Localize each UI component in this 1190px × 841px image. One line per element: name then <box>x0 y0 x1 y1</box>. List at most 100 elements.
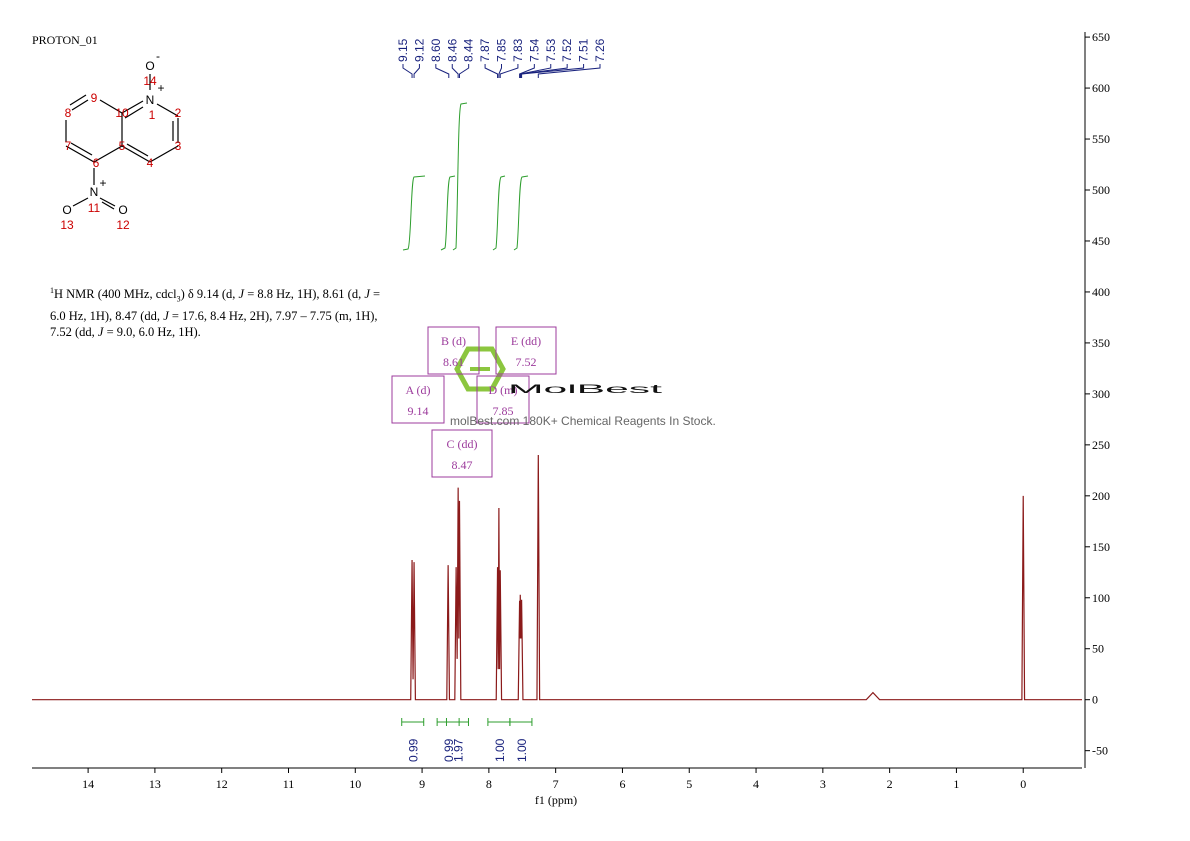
x-tick-label: 13 <box>149 777 161 791</box>
watermark-logo <box>454 346 506 392</box>
x-tick-label: 1 <box>953 777 959 791</box>
peak-leader <box>435 64 450 78</box>
peak-label: 7.53 <box>544 38 558 62</box>
atom-label: 12 <box>116 218 130 232</box>
peak-label: 7.51 <box>577 38 591 62</box>
atom-label: 13 <box>60 218 74 232</box>
nmr-description: 1H NMR (400 MHz, cdcl3) δ 9.14 (d, J = 8… <box>50 283 395 340</box>
description-part: = 6.0 Hz, 1H), 8.47 (dd, <box>50 287 381 323</box>
x-tick-label: 10 <box>349 777 361 791</box>
integral-label: 1.97 <box>451 738 465 762</box>
y-tick-label: -50 <box>1092 744 1108 758</box>
peak-label: 7.83 <box>511 38 525 62</box>
y-tick-label: 100 <box>1092 591 1110 605</box>
peak-leader <box>484 64 499 78</box>
atom-label: 14 <box>143 74 157 88</box>
multiplet-box <box>495 326 557 375</box>
atom-label: O <box>145 59 154 73</box>
y-tick-label: 600 <box>1092 81 1110 95</box>
peak-label: 7.85 <box>495 38 509 62</box>
peak-leader <box>519 64 552 78</box>
peak-label: 7.87 <box>478 38 492 62</box>
peak-label: 7.54 <box>527 38 541 62</box>
description-part: 3 <box>176 294 181 304</box>
peak-leader <box>402 64 413 78</box>
atom-label: O <box>62 203 71 217</box>
atom-label: O <box>118 203 127 217</box>
x-tick-label: 2 <box>887 777 893 791</box>
y-tick-label: 550 <box>1092 132 1110 146</box>
integral-curves <box>402 102 529 251</box>
chart-title: PROTON_01 <box>32 33 98 47</box>
x-tick-label: 11 <box>283 777 295 791</box>
y-tick-label: 300 <box>1092 387 1110 401</box>
atom-label: 3 <box>175 139 182 153</box>
description-part: = 8.8 Hz, 1H), 8.61 (d, <box>244 287 365 302</box>
y-tick-label: 150 <box>1092 540 1110 554</box>
peak-leader <box>413 64 420 78</box>
y-tick-label: 650 <box>1092 30 1110 44</box>
y-tick-label: 200 <box>1092 489 1110 503</box>
multiplet-shift: 8.47 <box>452 458 473 472</box>
y-tick-label: 350 <box>1092 336 1110 350</box>
y-tick-label: 500 <box>1092 183 1110 197</box>
molecule-bonds <box>65 74 179 210</box>
peak-leader <box>451 64 459 78</box>
x-tick-label: 3 <box>820 777 826 791</box>
multiplet-box <box>391 375 445 424</box>
x-tick-label: 14 <box>82 777 94 791</box>
atom-label: + <box>99 176 106 190</box>
integral-label: 0.99 <box>442 738 456 762</box>
peak-label: 9.15 <box>396 38 410 62</box>
multiplet-box <box>476 375 530 424</box>
description-part: H NMR (400 MHz, cdcl <box>54 287 177 302</box>
x-tick-label: 7 <box>553 777 559 791</box>
integral-bracket <box>401 718 425 726</box>
spectrum-line <box>32 455 1082 701</box>
peak-leader <box>458 64 470 78</box>
integral-bracket <box>487 718 511 726</box>
atom-label: 5 <box>119 139 126 153</box>
atom-label: 1 <box>149 108 156 122</box>
y-tick-label: 50 <box>1092 642 1104 656</box>
multiplet-name: B (d) <box>441 334 466 348</box>
atom-label: 6 <box>93 156 100 170</box>
atom-label: 10 <box>115 106 129 120</box>
x-tick-label: 6 <box>619 777 625 791</box>
x-tick-label: 4 <box>753 777 759 791</box>
integral-label: 1.00 <box>515 738 529 762</box>
description-part: = 9.0, 6.0 Hz, 1H). <box>103 324 201 339</box>
description-part: J <box>364 287 370 302</box>
watermark: MolBest <box>508 382 664 396</box>
multiplet-name: C (dd) <box>447 437 478 451</box>
multiplet-box <box>431 429 493 478</box>
peak-leader <box>537 64 601 78</box>
description-part: 1 <box>50 286 54 295</box>
peak-label: 7.26 <box>593 38 607 62</box>
x-axis-label: f1 (ppm) <box>535 793 577 807</box>
description-part: = 17.6, 8.4 Hz, 2H), 7.97 – 7.75 (m, 1H)… <box>50 308 378 339</box>
x-tick-label: 5 <box>686 777 692 791</box>
x-tick-label: 12 <box>216 777 228 791</box>
atom-label: 9 <box>91 91 98 105</box>
atom-label: N <box>90 185 99 199</box>
y-tick-label: 0 <box>1092 693 1098 707</box>
atom-label: 4 <box>147 156 154 170</box>
y-tick-label: 450 <box>1092 234 1110 248</box>
peak-leader <box>519 64 535 78</box>
multiplet-box <box>427 326 480 375</box>
multiplet-name: D (m) <box>489 383 518 397</box>
integral-label: 0.99 <box>407 738 421 762</box>
atom-label: 8 <box>65 106 72 120</box>
integral-bracket <box>445 718 469 726</box>
description-part: J <box>163 308 169 323</box>
y-tick-label: 250 <box>1092 438 1110 452</box>
multiplet-shift: 7.85 <box>493 404 514 418</box>
peak-label: 8.60 <box>429 38 443 62</box>
peak-leader <box>498 64 502 78</box>
atom-label: - <box>156 49 160 63</box>
peak-label: 9.12 <box>412 38 426 62</box>
y-tick-label: 400 <box>1092 285 1110 299</box>
